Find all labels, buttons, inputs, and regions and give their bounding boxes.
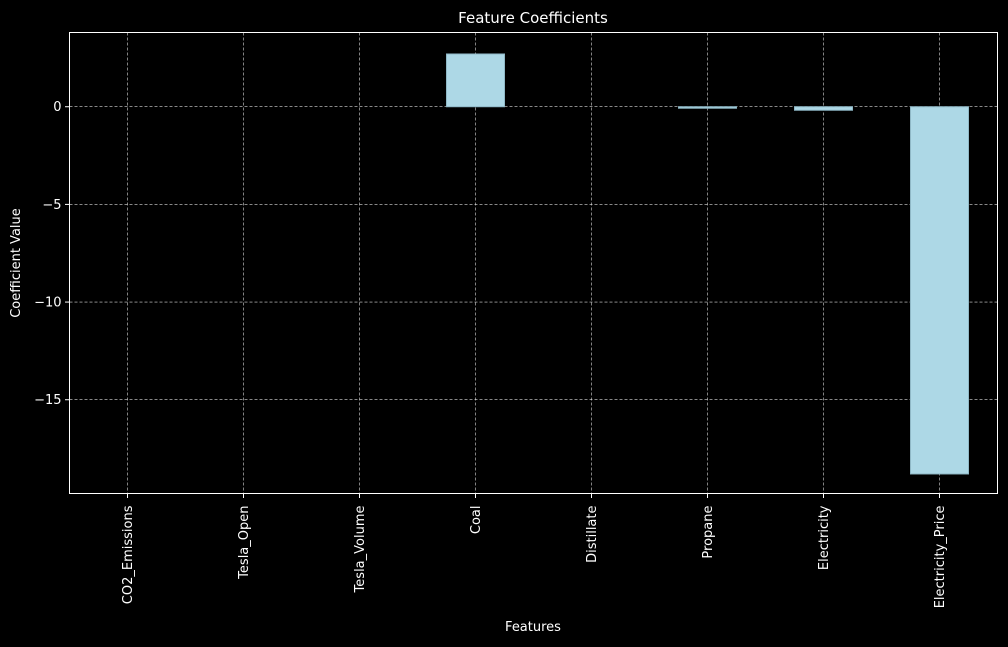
x-tick-label: Propane <box>701 506 716 559</box>
x-tick-label: Tesla_Volume <box>353 506 368 594</box>
x-axis-ticks: CO2_Emissions Tesla_Open Tesla_Volume Coal D… <box>121 493 948 609</box>
x-tick-label: Tesla_Open <box>237 506 252 580</box>
x-tick-label: Electricity <box>817 505 832 570</box>
y-tick-label: −10 <box>34 296 61 311</box>
x-tick-label: CO2_Emissions <box>121 505 136 604</box>
y-tick-label: −15 <box>34 393 61 408</box>
grid-lines <box>69 32 998 494</box>
x-tick-label: Distillate <box>585 505 600 562</box>
x-tick-label: Coal <box>469 506 484 535</box>
bar-electricity-price <box>910 106 969 475</box>
y-tick-label: −5 <box>42 198 61 213</box>
y-axis-label: Coefficient Value <box>9 208 24 318</box>
y-axis-ticks: 0 −5 −10 −15 <box>34 100 70 408</box>
bar-coal <box>446 53 505 108</box>
x-axis-label: Features <box>505 620 561 635</box>
bar-electricity <box>794 106 853 111</box>
chart-title: Feature Coefficients <box>458 9 608 27</box>
bars <box>446 53 969 475</box>
bar-propane <box>678 106 737 109</box>
plot-frame <box>69 32 998 494</box>
y-tick-label: 0 <box>53 100 61 115</box>
x-tick-label: Electricity_Price <box>933 506 948 609</box>
